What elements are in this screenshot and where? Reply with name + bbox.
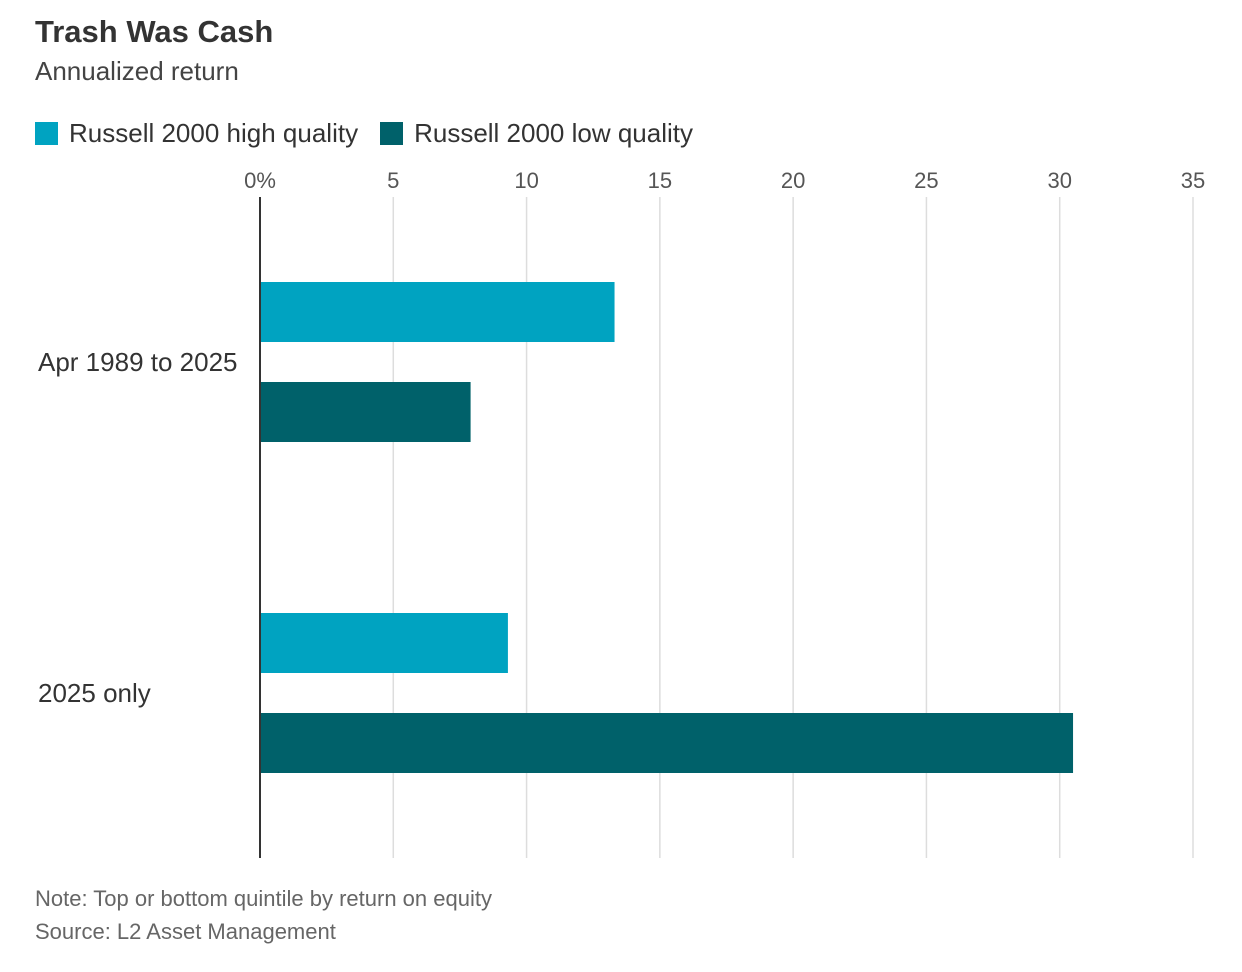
legend-item-high-quality: Russell 2000 high quality [35, 118, 358, 149]
bar [260, 713, 1074, 773]
x-tick-label: 0% [244, 168, 276, 193]
x-tick-label: 35 [1181, 168, 1205, 193]
chart-note: Note: Top or bottom quintile by return o… [35, 886, 492, 911]
legend: Russell 2000 high quality Russell 2000 l… [35, 118, 715, 149]
category-label: Apr 1989 to 2025 [38, 347, 238, 377]
chart-title: Trash Was Cash [35, 14, 274, 49]
x-tick-label: 20 [781, 168, 805, 193]
bar [260, 382, 471, 442]
x-tick-label: 5 [387, 168, 399, 193]
legend-label-high-quality: Russell 2000 high quality [69, 118, 359, 148]
x-tick-label: 30 [1047, 168, 1071, 193]
x-tick-label: 10 [514, 168, 538, 193]
category-label: 2025 only [38, 678, 151, 708]
bar [260, 613, 508, 673]
legend-swatch-low-quality [380, 122, 404, 145]
legend-swatch-high-quality [35, 122, 58, 145]
bar [260, 282, 615, 342]
chart-source: Source: L2 Asset Management [35, 919, 336, 944]
legend-label-low-quality: Russell 2000 low quality [414, 118, 694, 148]
chart-subtitle: Annualized return [35, 56, 239, 86]
x-tick-label: 25 [914, 168, 938, 193]
x-tick-label: 15 [648, 168, 672, 193]
legend-item-low-quality: Russell 2000 low quality [380, 118, 693, 149]
